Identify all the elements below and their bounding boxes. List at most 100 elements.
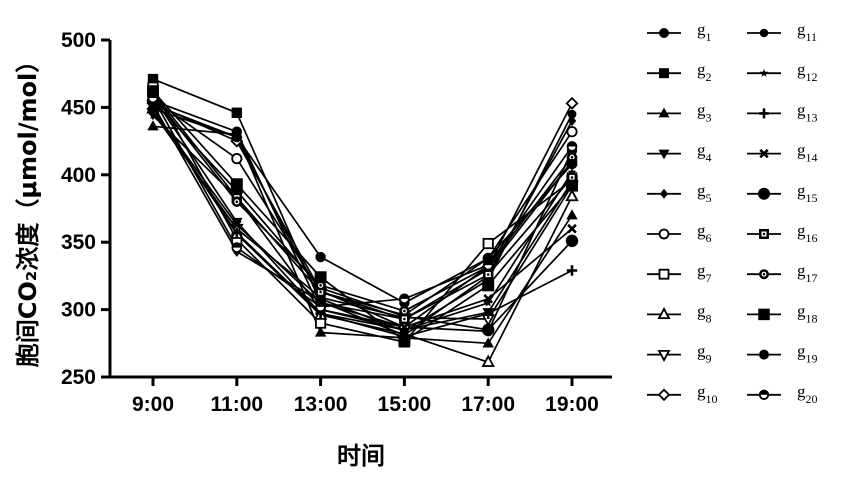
data-point-g3 — [147, 120, 159, 131]
data-point-g11 — [567, 109, 577, 119]
legend-label: g5 — [697, 181, 712, 205]
data-point-g2 — [231, 107, 242, 118]
data-point-g8 — [481, 354, 495, 367]
series-line-g5 — [152, 104, 573, 337]
y-tick-label: 250 — [61, 366, 96, 389]
legend-item-g19: g19 — [747, 342, 818, 366]
legend-label: g18 — [797, 301, 818, 325]
legend-marker-g14 — [759, 148, 769, 159]
data-point-g6 — [566, 126, 578, 138]
series-line-g17 — [152, 94, 573, 312]
data-point-g18 — [147, 85, 159, 98]
legend-marker-g17 — [759, 269, 769, 280]
data-point-g15 — [565, 234, 579, 248]
legend-label: g12 — [797, 60, 818, 84]
data-point-g5 — [567, 115, 577, 127]
x-tick-label: 17:00 — [461, 393, 515, 416]
legend-item-g4: g4 — [647, 141, 712, 165]
data-point-g20 — [482, 259, 494, 271]
data-point-g8 — [565, 188, 579, 202]
legend-item-g13: g13 — [747, 100, 818, 124]
data-point-g13 — [483, 308, 494, 319]
legend-item-g3: g3 — [647, 100, 712, 124]
data-point-g14 — [399, 322, 410, 332]
legend-marker-g11 — [759, 28, 769, 38]
series-line-g4 — [152, 96, 573, 331]
legend-label: g6 — [697, 221, 712, 245]
data-point-g18 — [398, 334, 411, 347]
data-point-g17 — [231, 196, 242, 207]
data-point-g18 — [566, 179, 578, 192]
y-tick-label: 500 — [61, 29, 96, 52]
series-line-g19 — [152, 107, 573, 304]
legend-label: g13 — [797, 100, 818, 124]
legend-item-g18: g18 — [747, 301, 818, 325]
data-point-g7 — [482, 237, 494, 250]
legend-item-g1: g1 — [647, 20, 712, 44]
y-tick-label: 350 — [61, 231, 96, 254]
y-tick-label: 300 — [61, 299, 96, 322]
data-point-g14 — [567, 223, 577, 234]
legend-label: g19 — [797, 342, 818, 366]
data-point-g3 — [482, 337, 494, 348]
data-point-g16 — [566, 172, 578, 183]
legend-label: g15 — [797, 181, 818, 205]
legend-label: g17 — [797, 261, 818, 285]
legend-item-g5: g5 — [647, 181, 712, 205]
legend-label: g1 — [697, 20, 712, 44]
legend-item-g11: g11 — [747, 20, 817, 44]
data-point-g14 — [483, 293, 494, 304]
legend-label: g7 — [697, 261, 712, 285]
legend-marker-g5 — [660, 188, 668, 199]
data-point-g20 — [399, 293, 410, 305]
data-point-g16 — [483, 269, 494, 280]
x-tick-label: 19:00 — [545, 393, 599, 416]
legend-label: g2 — [697, 60, 712, 84]
series-line-g20 — [152, 97, 573, 308]
legend-label: g16 — [797, 221, 818, 245]
data-point-g12 — [399, 325, 409, 334]
legend-label: g20 — [797, 382, 818, 406]
data-point-g16 — [399, 313, 410, 325]
series-line-g18 — [152, 90, 573, 342]
legend-marker-g7 — [658, 268, 670, 280]
legend-marker-g20 — [758, 389, 770, 400]
legend-label: g9 — [697, 342, 712, 366]
data-point-g20 — [315, 301, 326, 313]
legend-label: g10 — [697, 382, 718, 406]
series-line-g13 — [152, 108, 573, 338]
legend-marker-g2 — [659, 68, 669, 79]
legend-marker-g12 — [759, 68, 769, 77]
legend-marker-g18 — [758, 308, 770, 321]
data-point-g6 — [231, 153, 243, 165]
x-tick-label: 13:00 — [294, 393, 348, 416]
legend-item-g17: g17 — [747, 261, 818, 285]
legend-marker-g3 — [658, 107, 670, 118]
data-point-g13 — [231, 227, 242, 238]
legend-item-g14: g14 — [747, 141, 818, 165]
legend-item-g12: g12 — [747, 60, 818, 84]
x-tick-label: 11:00 — [211, 393, 264, 416]
axes — [108, 40, 612, 379]
data-point-g3 — [314, 326, 327, 337]
series-lines — [152, 78, 573, 364]
x-tick-label: 15:00 — [378, 393, 432, 416]
legend: g1 g2 g3 g4 g5 g6 g7 g8 g9 g10 g11 g12 g13 g14 g15 g16 g… — [647, 20, 818, 406]
data-point-g12 — [567, 167, 577, 176]
data-point-g20 — [147, 92, 159, 104]
legend-label: g4 — [697, 141, 712, 165]
legend-marker-g9 — [657, 349, 671, 362]
data-point-g10 — [565, 96, 579, 110]
legend-label: g8 — [697, 301, 712, 325]
data-point-g16 — [315, 286, 326, 298]
legend-marker-g13 — [759, 108, 769, 119]
legend-label: g11 — [797, 20, 817, 44]
legend-marker-g1 — [659, 28, 669, 38]
data-point-g14 — [231, 219, 242, 230]
legend-item-g15: g15 — [747, 181, 818, 205]
data-point-g18 — [314, 271, 327, 284]
data-point-g12 — [148, 110, 158, 120]
legend-marker-g15 — [758, 187, 770, 200]
